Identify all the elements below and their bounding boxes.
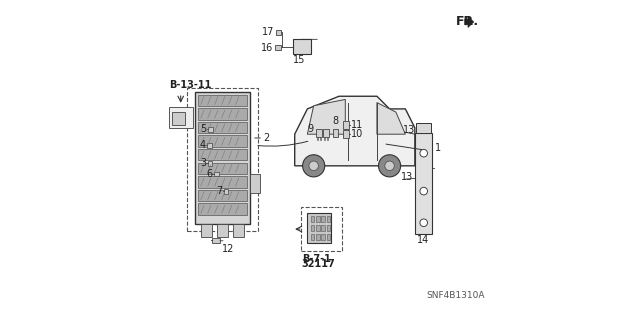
Bar bbox=[321, 234, 325, 240]
Bar bbox=[250, 174, 260, 193]
Bar bbox=[208, 161, 212, 166]
Bar bbox=[310, 225, 314, 231]
Bar bbox=[198, 108, 247, 120]
Bar bbox=[293, 39, 310, 54]
Bar bbox=[307, 213, 331, 243]
Bar bbox=[198, 190, 247, 201]
Polygon shape bbox=[294, 96, 415, 166]
Text: 3: 3 bbox=[200, 158, 206, 168]
Text: SNF4B1310A: SNF4B1310A bbox=[426, 291, 484, 300]
Bar bbox=[198, 136, 247, 147]
Bar bbox=[316, 216, 320, 222]
Bar bbox=[316, 129, 322, 137]
Circle shape bbox=[303, 155, 324, 177]
Bar bbox=[233, 224, 244, 237]
Text: 10: 10 bbox=[351, 129, 364, 139]
Circle shape bbox=[385, 161, 394, 171]
Text: 11: 11 bbox=[351, 120, 364, 130]
Text: 1: 1 bbox=[435, 143, 440, 153]
Text: 13: 13 bbox=[401, 172, 413, 182]
Text: 16: 16 bbox=[261, 42, 273, 53]
Bar bbox=[333, 129, 339, 137]
Circle shape bbox=[420, 149, 428, 157]
Bar bbox=[417, 123, 431, 133]
Text: 9: 9 bbox=[308, 124, 314, 135]
Text: 17: 17 bbox=[262, 27, 274, 37]
Bar bbox=[198, 204, 247, 215]
Bar bbox=[326, 216, 330, 222]
FancyArrow shape bbox=[465, 16, 474, 27]
Bar bbox=[198, 149, 247, 160]
Bar bbox=[223, 189, 228, 194]
Bar bbox=[195, 92, 250, 224]
Bar bbox=[321, 216, 325, 222]
Text: 8: 8 bbox=[333, 116, 339, 126]
Bar bbox=[415, 133, 432, 234]
Polygon shape bbox=[377, 103, 405, 134]
Bar bbox=[172, 112, 185, 125]
Bar bbox=[316, 225, 320, 231]
Bar bbox=[310, 216, 314, 222]
Bar bbox=[323, 129, 329, 137]
Bar bbox=[310, 234, 314, 240]
Bar bbox=[198, 95, 247, 106]
Circle shape bbox=[420, 187, 428, 195]
Text: 5: 5 bbox=[200, 124, 207, 135]
Bar bbox=[343, 130, 349, 138]
Circle shape bbox=[420, 219, 428, 226]
Bar bbox=[326, 225, 330, 231]
Text: 32117: 32117 bbox=[301, 259, 335, 269]
Bar bbox=[209, 127, 213, 132]
Text: 15: 15 bbox=[293, 55, 306, 65]
Text: 13: 13 bbox=[403, 125, 415, 135]
Bar bbox=[276, 30, 282, 34]
Bar bbox=[275, 45, 282, 50]
Bar bbox=[198, 163, 247, 174]
Bar bbox=[207, 143, 212, 148]
Bar bbox=[202, 224, 212, 237]
Text: B-7-1: B-7-1 bbox=[301, 254, 330, 264]
Text: 14: 14 bbox=[417, 235, 429, 245]
Text: 6: 6 bbox=[206, 169, 212, 179]
Bar bbox=[198, 122, 247, 133]
Bar bbox=[321, 225, 325, 231]
Bar bbox=[343, 121, 349, 130]
Text: B-13-11: B-13-11 bbox=[169, 80, 211, 90]
Bar bbox=[198, 176, 247, 188]
Text: 2: 2 bbox=[264, 133, 270, 143]
Bar bbox=[316, 234, 320, 240]
Text: 7: 7 bbox=[216, 186, 222, 196]
Polygon shape bbox=[307, 100, 346, 134]
Bar bbox=[169, 107, 193, 128]
Circle shape bbox=[378, 155, 401, 177]
Text: 12: 12 bbox=[222, 244, 234, 254]
Circle shape bbox=[309, 161, 319, 171]
Text: FR.: FR. bbox=[456, 15, 479, 28]
Bar bbox=[212, 238, 220, 243]
Bar bbox=[214, 172, 219, 176]
Bar bbox=[217, 224, 228, 237]
Bar bbox=[326, 234, 330, 240]
Text: 4: 4 bbox=[199, 140, 205, 150]
